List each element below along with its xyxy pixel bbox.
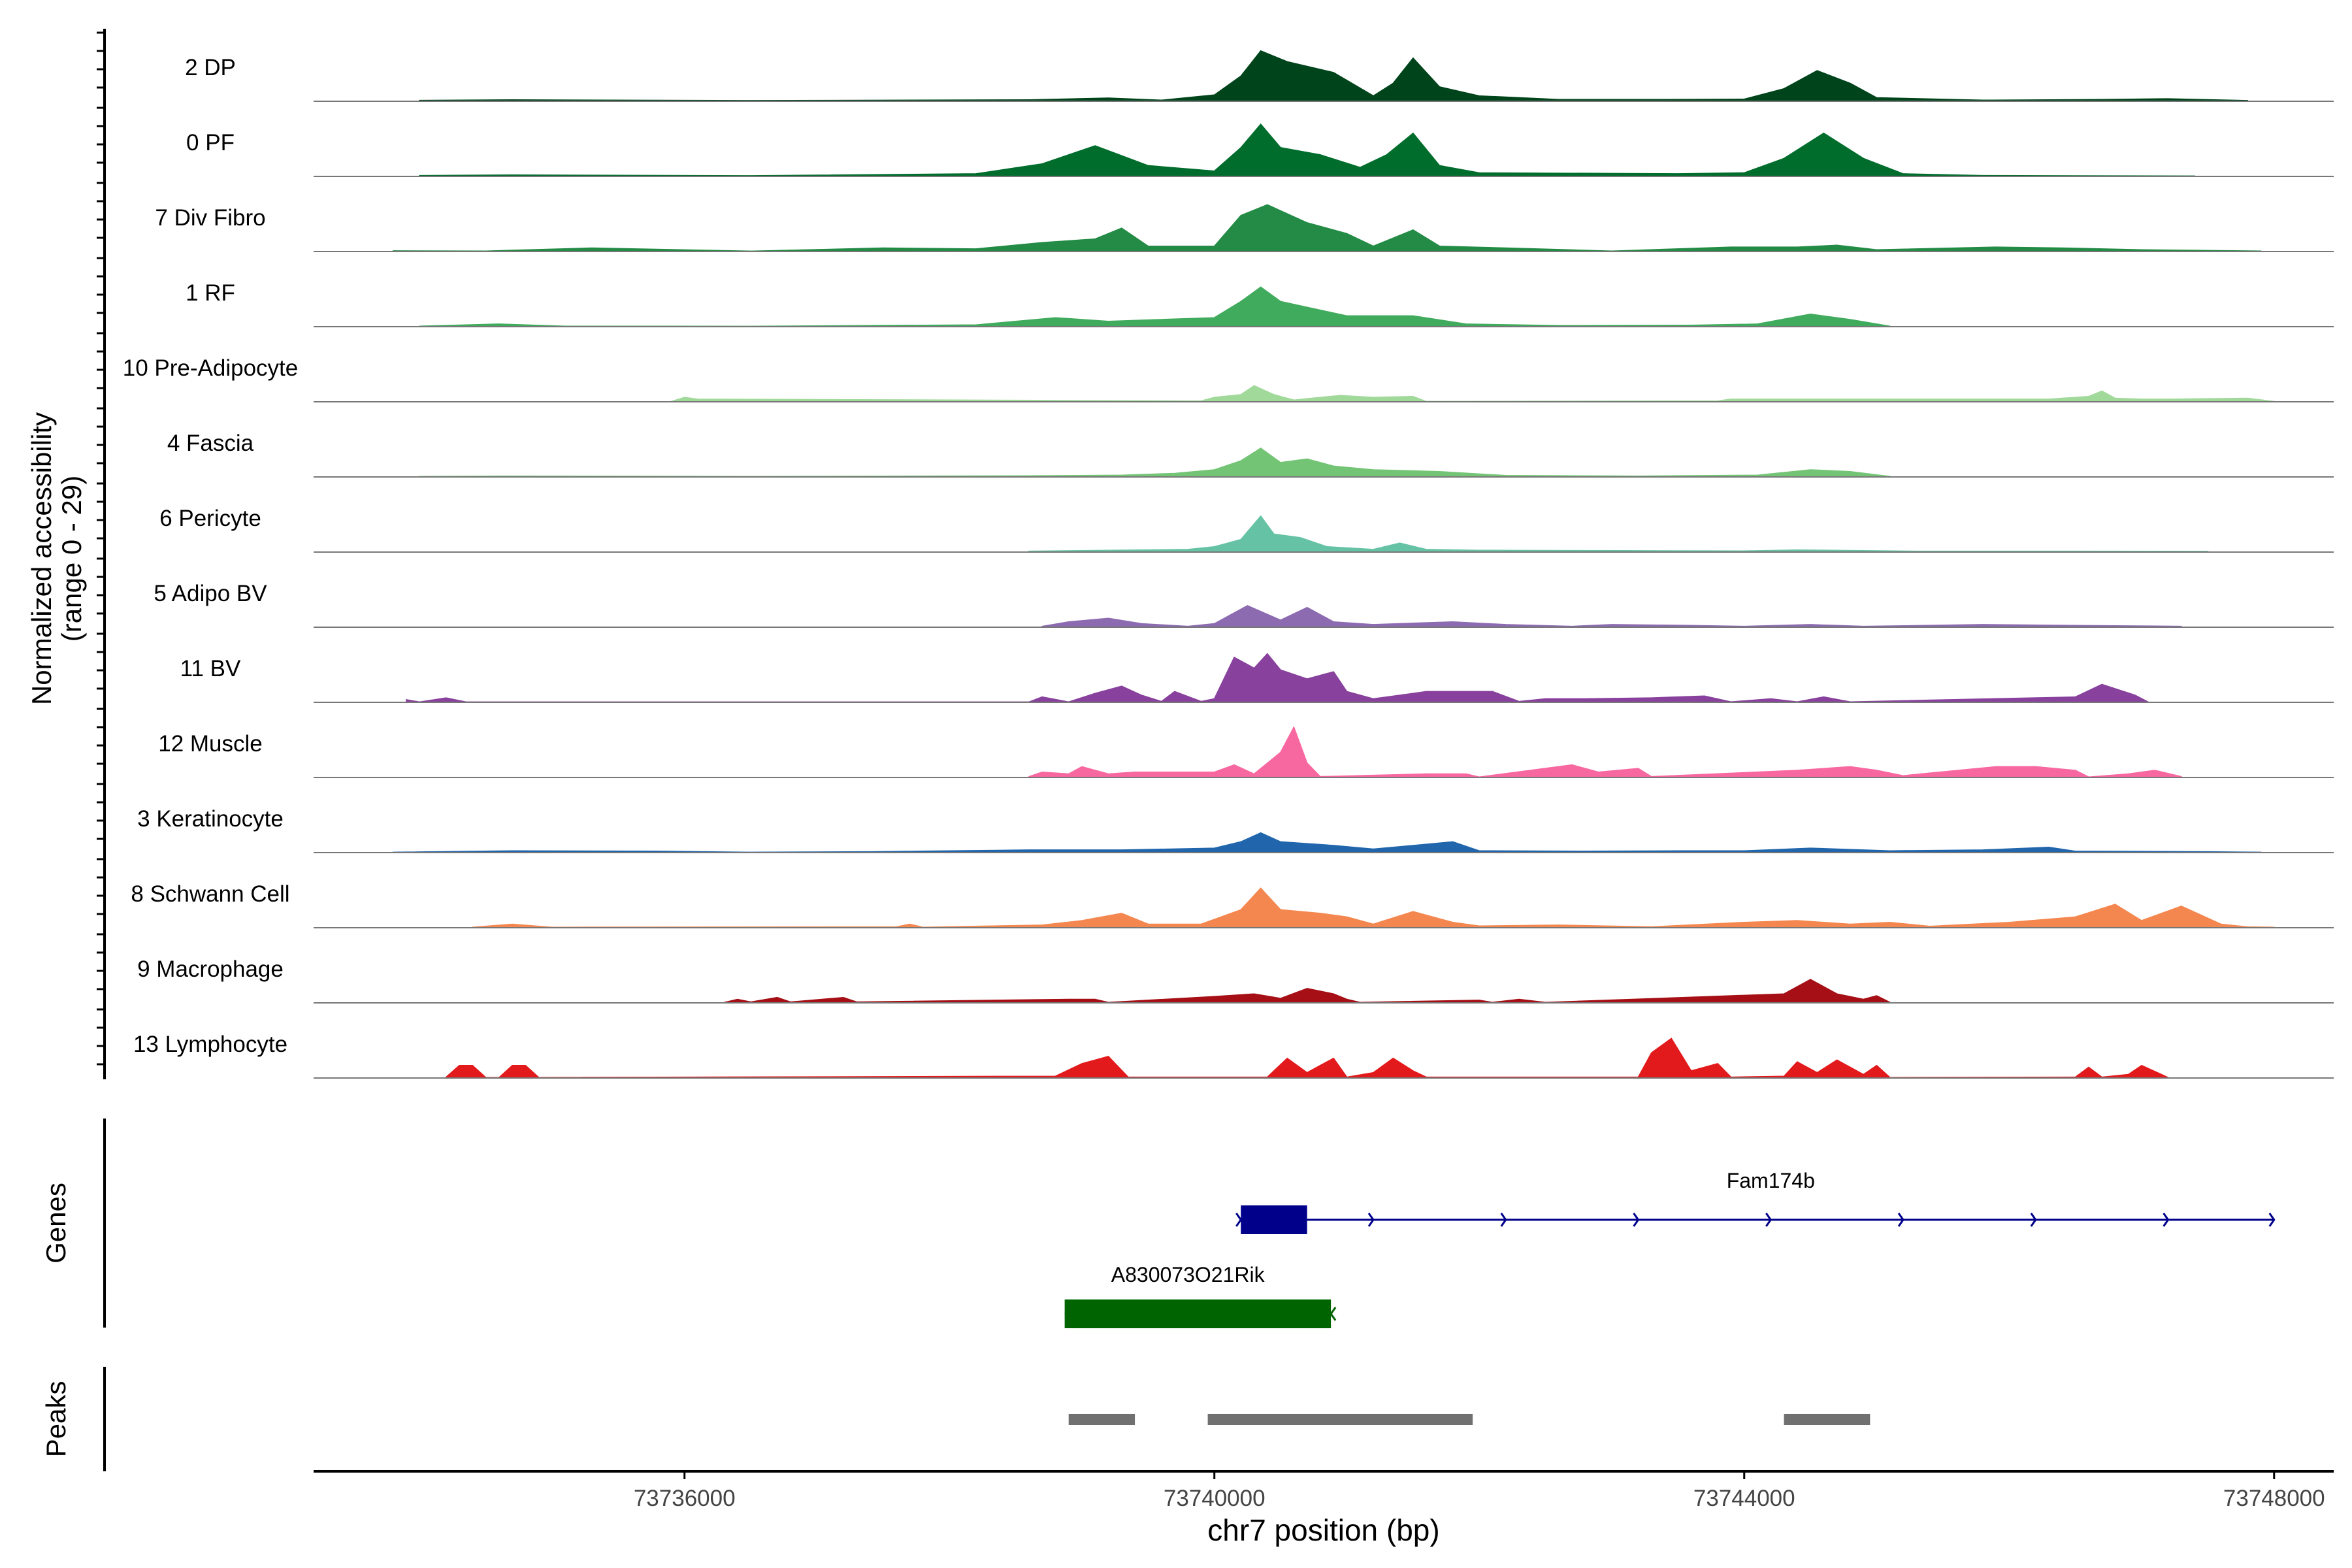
track-label: 9 Macrophage bbox=[137, 956, 284, 982]
coverage-area bbox=[1028, 515, 2209, 553]
gene-label: A830073O21Rik bbox=[1111, 1263, 1266, 1286]
x-axis-tick-label: 73740000 bbox=[1164, 1486, 1266, 1511]
track-label: 12 Muscle bbox=[158, 731, 263, 757]
x-axis-tick-label: 73736000 bbox=[634, 1486, 736, 1511]
strand-arrow bbox=[1897, 1213, 1904, 1227]
coverage-area bbox=[670, 385, 2275, 402]
coverage-area bbox=[472, 887, 2275, 928]
track-11: 3 Keratinocyte bbox=[137, 806, 2334, 853]
strand-arrow bbox=[1633, 1213, 1640, 1227]
peak-region bbox=[1068, 1414, 1135, 1425]
strand-arrow bbox=[1235, 1213, 1243, 1227]
track-label: 13 Lymphocyte bbox=[133, 1032, 287, 1057]
track-label: 6 Pericyte bbox=[159, 506, 261, 531]
strand-arrow bbox=[1330, 1307, 1337, 1321]
coverage-area bbox=[406, 653, 2149, 703]
strand-arrow bbox=[1367, 1213, 1375, 1227]
peak-region bbox=[1784, 1414, 1870, 1425]
coverage-area bbox=[419, 123, 2195, 177]
gene-label: Fam174b bbox=[1727, 1169, 1815, 1192]
gene-2: A830073O21Rik bbox=[1064, 1263, 1337, 1328]
coverage-area bbox=[392, 832, 2262, 853]
gene-exon bbox=[1064, 1299, 1331, 1328]
gene-exon bbox=[1241, 1205, 1307, 1234]
coverage-area bbox=[723, 979, 1891, 1004]
genes-panel-label: Genes bbox=[41, 1183, 71, 1264]
coverage-area bbox=[1028, 725, 2182, 778]
track-9: 11 BV bbox=[180, 653, 2334, 703]
track-4: 1 RF bbox=[186, 280, 2334, 327]
track-8: 5 Adipo BV bbox=[154, 581, 2334, 628]
track-label: 2 DP bbox=[185, 55, 236, 80]
track-13: 9 Macrophage bbox=[137, 956, 2334, 1004]
strand-arrow bbox=[1500, 1213, 1507, 1227]
track-label: 0 PF bbox=[186, 130, 235, 155]
coverage-tracks: 2 DP 0 PF 7 Div Fibro 1 RF 10 Pre-Adipocyte 4… bbox=[123, 50, 2334, 1079]
coverage-area bbox=[446, 1037, 2169, 1079]
track-2: 0 PF bbox=[186, 123, 2334, 177]
track-5: 10 Pre-Adipocyte bbox=[123, 355, 2334, 402]
track-label: 7 Div Fibro bbox=[155, 205, 265, 231]
genes-panel: Fam174b A830073O21Rik bbox=[1064, 1169, 2276, 1328]
track-label: 10 Pre-Adipocyte bbox=[123, 355, 298, 381]
track-1: 2 DP bbox=[185, 50, 2334, 102]
coverage-area bbox=[419, 286, 1891, 327]
coverage-area bbox=[419, 447, 1891, 478]
track-3: 7 Div Fibro bbox=[155, 204, 2334, 252]
track-6: 4 Fascia bbox=[167, 431, 2334, 478]
strand-arrow bbox=[1765, 1213, 1772, 1227]
peak-region bbox=[1207, 1414, 1473, 1425]
x-axis: 73736000 73740000 73744000 73748000 bbox=[634, 1471, 2325, 1511]
x-axis-title: chr7 position (bp) bbox=[1207, 1513, 1439, 1547]
strand-arrow bbox=[2030, 1213, 2037, 1227]
accessibility-y-axis-ruler bbox=[97, 29, 106, 1079]
track-7: 6 Pericyte bbox=[159, 506, 2334, 553]
coverage-area bbox=[392, 204, 2262, 252]
track-label: 8 Schwann Cell bbox=[131, 881, 289, 907]
x-axis-tick-label: 73744000 bbox=[1693, 1486, 1795, 1511]
peaks-panel bbox=[1068, 1414, 1870, 1425]
track-label: 3 Keratinocyte bbox=[137, 806, 284, 832]
track-10: 12 Muscle bbox=[158, 725, 2334, 778]
strand-arrow bbox=[2163, 1213, 2170, 1227]
track-label: 5 Adipo BV bbox=[154, 581, 267, 606]
coverage-area bbox=[419, 50, 2248, 102]
track-label: 4 Fascia bbox=[167, 431, 254, 456]
coverage-area bbox=[1041, 605, 2182, 628]
track-label: 1 RF bbox=[186, 280, 235, 306]
x-axis-tick-label: 73748000 bbox=[2223, 1486, 2325, 1511]
gene-1: Fam174b bbox=[1235, 1169, 2276, 1234]
strand-arrow bbox=[2268, 1213, 2276, 1227]
track-label: 11 BV bbox=[180, 656, 241, 681]
track-12: 8 Schwann Cell bbox=[131, 881, 2334, 928]
y-axis-label-line1: Normalized accessibility bbox=[26, 412, 57, 705]
peaks-panel-label: Peaks bbox=[41, 1381, 71, 1458]
y-axis-label-line2: (range 0 - 29) bbox=[56, 476, 87, 642]
track-14: 13 Lymphocyte bbox=[133, 1032, 2334, 1079]
